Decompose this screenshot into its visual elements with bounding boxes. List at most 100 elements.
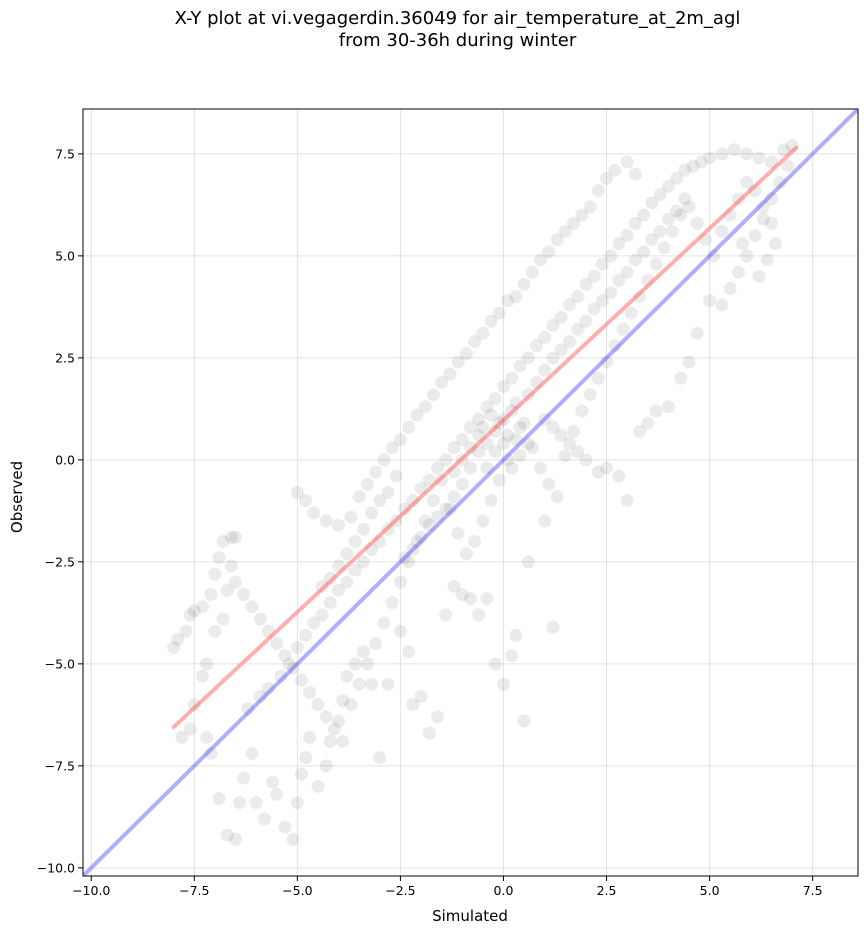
scatter-point [340, 575, 354, 589]
scatter-point [517, 277, 531, 291]
scatter-point [360, 477, 374, 491]
scatter-point [496, 379, 510, 393]
scatter-point [546, 620, 560, 634]
scatter-point [476, 420, 490, 434]
scatter-point [492, 473, 506, 487]
scatter-point [200, 730, 214, 744]
scatter-point [220, 583, 234, 597]
scatter-point [488, 657, 502, 671]
scatter-point [496, 437, 510, 451]
scatter-point [707, 249, 721, 263]
y-axis-label: Observed [8, 461, 26, 533]
scatter-point [587, 302, 601, 316]
scatter-point [282, 657, 296, 671]
scatter-point [480, 400, 494, 414]
scatter-point [472, 428, 486, 442]
scatter-point [542, 245, 556, 259]
scatter-point [492, 306, 506, 320]
scatter-point [505, 461, 519, 475]
scatter-point [670, 171, 684, 185]
scatter-point [616, 322, 630, 336]
scatter-point [245, 747, 259, 761]
y-tick-label: −7.5 [45, 758, 75, 773]
scatter-point [612, 273, 626, 287]
scatter-point [612, 237, 626, 251]
scatter-point [777, 143, 791, 157]
scatter-point [385, 596, 399, 610]
scatter-point [187, 604, 201, 618]
scatter-point [661, 212, 675, 226]
scatter-point [703, 294, 717, 308]
scatter-point [229, 832, 243, 846]
scatter-point [323, 734, 337, 748]
scatter-point [183, 608, 197, 622]
scatter-point [286, 832, 300, 846]
scatter-point [554, 310, 568, 324]
scatter-point [781, 159, 795, 173]
chart-subtitle: from 30-36h during winter [338, 30, 577, 51]
scatter-point [208, 567, 222, 581]
scatter-point [270, 787, 284, 801]
scatter-point [447, 490, 461, 504]
scatter-point [385, 441, 399, 455]
scatter-point [521, 555, 535, 569]
scatter-point [455, 587, 469, 601]
scatter-point [196, 669, 210, 683]
scatter-point [505, 404, 519, 418]
scatter-point [257, 812, 271, 826]
scatter-point [505, 371, 519, 385]
y-tick-label: 7.5 [55, 146, 75, 161]
scatter-point [393, 624, 407, 638]
scatter-point [224, 559, 238, 573]
scatter-point [484, 408, 498, 422]
scatter-point [591, 184, 605, 198]
scatter-point [464, 420, 477, 434]
scatter-point [212, 551, 226, 565]
scatter-point [509, 432, 523, 446]
scatter-point [294, 673, 308, 687]
scatter-point [595, 294, 609, 308]
scatter-point [212, 791, 226, 805]
scatter-point [398, 502, 412, 516]
scatter-point [567, 424, 581, 438]
scatter-point [534, 461, 548, 475]
scatter-point [521, 351, 535, 365]
scatter-point [249, 796, 263, 810]
scatter-point [431, 461, 445, 475]
y-tick-label: 2.5 [55, 350, 75, 365]
scatter-point [769, 237, 783, 251]
scatter-point [447, 579, 461, 593]
scatter-point [542, 477, 556, 491]
scatter-point [229, 575, 243, 589]
scatter-point [319, 710, 333, 724]
scatter-point [764, 192, 778, 206]
scatter-point [455, 477, 469, 491]
scatter-point [674, 371, 688, 385]
scatter-point [377, 616, 391, 630]
y-tick-label: 0.0 [55, 452, 75, 467]
scatter-point [389, 514, 403, 528]
scatter-point [344, 510, 358, 524]
scatter-point [562, 437, 576, 451]
scatter-point [464, 441, 477, 455]
scatter-point [562, 335, 576, 349]
scatter-point [620, 265, 634, 279]
scatter-point [406, 543, 420, 557]
scatter-point [764, 216, 778, 230]
scatter-point [447, 465, 461, 479]
scatter-point [558, 224, 572, 238]
scatter-point [459, 547, 473, 561]
scatter-point [612, 469, 626, 483]
scatter-point [715, 298, 729, 312]
scatter-point [447, 441, 461, 455]
scatter-point [262, 681, 276, 695]
scatter-point [760, 253, 774, 267]
scatter-point [546, 351, 560, 365]
scatter-point [381, 486, 395, 499]
scatter-point [270, 636, 284, 650]
scatter-point [583, 388, 597, 402]
scatter-point [525, 265, 539, 279]
scatter-point [653, 188, 667, 202]
chart-title-block: X-Y plot at vi.vegagerdin.36049 for air_… [0, 8, 867, 52]
scatter-point [451, 355, 465, 369]
